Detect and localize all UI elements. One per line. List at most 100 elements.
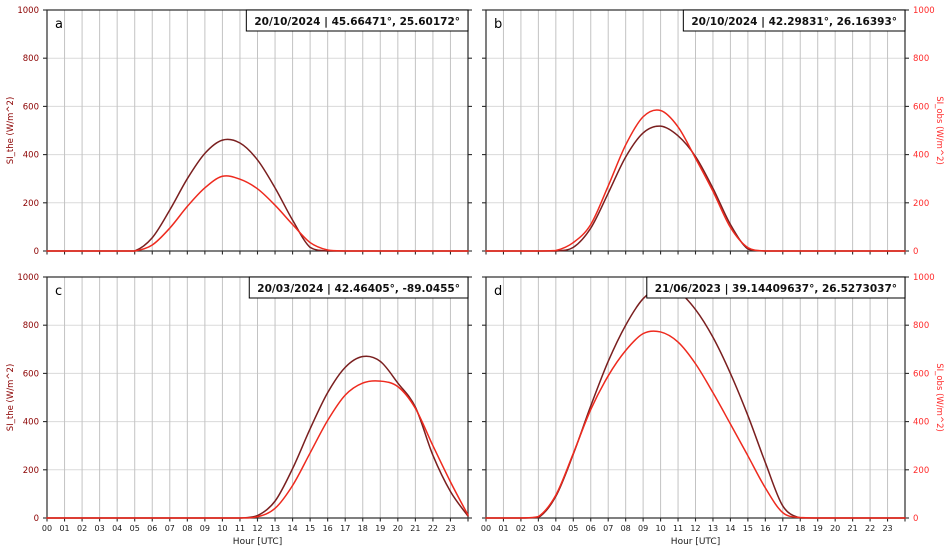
- curve-SI_obs: [485, 109, 906, 252]
- y-tick-label: 600: [913, 369, 929, 379]
- x-tick-label: 17: [340, 524, 350, 533]
- x-axis-label: Hour [UTC]: [233, 537, 282, 547]
- panel-c: 0 200 400 600 800 1000 00 01 02 03 04 05 06 07 08 09 10 1…: [6, 273, 472, 547]
- y-tick-label: 0: [34, 247, 39, 257]
- y-tick-label: 600: [23, 369, 39, 379]
- x-tick-label: 15: [743, 524, 753, 533]
- y-tick-label: 600: [913, 102, 929, 112]
- x-tick-label: 23: [445, 524, 455, 533]
- annotation-text: 20/10/2024 | 45.66471°, 25.60172°: [254, 16, 460, 28]
- x-tick-label: 13: [270, 524, 280, 533]
- x-tick-label: 04: [551, 524, 561, 533]
- curves: [46, 138, 469, 252]
- y-ticks: 0 200 400 600 800 1000: [482, 6, 935, 257]
- x-tick-label: 09: [638, 524, 648, 533]
- x-tick-label: 10: [655, 524, 665, 533]
- x-tick-label: 17: [778, 524, 788, 533]
- vertical-gridlines: [502, 277, 889, 518]
- y-tick-label: 600: [23, 102, 39, 112]
- x-ticks: 00 01 02 03 04 05 06 07 08 09 10 11 12 13 14 15 16 17 18 19…: [481, 518, 906, 533]
- x-tick-label: 06: [147, 524, 157, 533]
- x-tick-label: 11: [673, 524, 683, 533]
- annotation-text: 21/06/2023 | 39.14409637°, 26.5273037°: [655, 283, 897, 295]
- x-tick-label: 08: [182, 524, 192, 533]
- panel-b: 0 200 400 600 800 1000 SI_obs (W/m^2) 20/10/202…: [482, 6, 944, 257]
- x-tick-label: 18: [795, 524, 805, 533]
- x-tick-label: 04: [112, 524, 122, 533]
- curve-SI_obs: [485, 330, 906, 519]
- x-tick-label: 00: [42, 524, 52, 533]
- x-axis-label: Hour [UTC]: [671, 537, 720, 547]
- x-tick-label: 08: [621, 524, 631, 533]
- curves: [46, 355, 469, 519]
- x-tick-label: 20: [393, 524, 403, 533]
- x-tick-label: 23: [882, 524, 892, 533]
- x-tick-label: 22: [428, 524, 438, 533]
- x-tick-label: 01: [59, 524, 69, 533]
- y-tick-label: 400: [913, 418, 929, 428]
- annotation-frame: [245, 9, 469, 32]
- x-ticks: 00 01 02 03 04 05 06 07 08 09 10 11 12 13 14 15 16 17 18 19…: [42, 518, 469, 533]
- annotation-box: 20/10/2024 | 45.66471°, 25.60172°: [245, 9, 469, 32]
- x-tick-label: 05: [568, 524, 578, 533]
- x-tick-label: 16: [760, 524, 770, 533]
- x-tick-label: 22: [865, 524, 875, 533]
- panel-letter: b: [494, 17, 502, 32]
- y-tick-label: 200: [23, 199, 39, 209]
- y-tick-label: 800: [913, 54, 929, 64]
- x-tick-label: 19: [813, 524, 823, 533]
- x-tick-label: 11: [235, 524, 245, 533]
- y-tick-label: 1000: [17, 6, 39, 16]
- x-tick-label: 21: [410, 524, 420, 533]
- x-tick-label: 03: [533, 524, 543, 533]
- x-tick-label: 20: [830, 524, 840, 533]
- panel-letter: c: [55, 284, 62, 299]
- x-tick-label: 15: [305, 524, 315, 533]
- y-tick-label: 800: [23, 321, 39, 331]
- y-tick-label: 800: [913, 321, 929, 331]
- x-tick-label: 09: [200, 524, 210, 533]
- y-tick-label: 400: [913, 151, 929, 161]
- x-tick-label: 13: [708, 524, 718, 533]
- curve-SI_obs: [46, 380, 469, 519]
- annotation-frame: [646, 276, 906, 299]
- y-tick-label: 0: [34, 514, 39, 524]
- panel-d: 0 200 400 600 800 1000 00 01 02 03 04 05 06 07 08 09 10 1…: [481, 273, 944, 547]
- y-ticks: 0 200 400 600 800 1000: [482, 273, 935, 524]
- x-tick-label: 02: [77, 524, 87, 533]
- x-tick-label: 10: [217, 524, 227, 533]
- x-tick-label: 21: [848, 524, 858, 533]
- y-tick-label: 0: [913, 514, 918, 524]
- y-tick-label: 1000: [913, 273, 935, 283]
- x-tick-label: 00: [481, 524, 491, 533]
- vertical-gridlines: [64, 277, 451, 518]
- annotation-box: 20/10/2024 | 42.29831°, 26.16393°: [682, 9, 906, 32]
- panel-letter: a: [55, 17, 63, 32]
- y-tick-label: 400: [23, 151, 39, 161]
- x-tick-label: 01: [498, 524, 508, 533]
- x-tick-label: 12: [252, 524, 262, 533]
- y-tick-label: 1000: [913, 6, 935, 16]
- curves: [485, 109, 906, 252]
- x-tick-label: 06: [586, 524, 596, 533]
- y-axis-label: SI_the (W/m^2): [6, 97, 16, 165]
- y-axis-label: SI_obs (W/m^2): [934, 363, 944, 432]
- x-ticks: [46, 251, 469, 255]
- panel-letter: d: [494, 284, 502, 299]
- annotation-frame: [248, 276, 469, 299]
- y-tick-label: 200: [913, 466, 929, 476]
- annotation-text: 20/03/2024 | 42.46405°, -89.0455°: [257, 283, 460, 295]
- vertical-gridlines: [64, 10, 451, 251]
- y-ticks: 0 200 400 600 800 1000: [17, 6, 472, 257]
- annotation-box: 21/06/2023 | 39.14409637°, 26.5273037°: [646, 276, 906, 299]
- x-tick-label: 05: [130, 524, 140, 533]
- curve-SI_obs: [46, 175, 469, 252]
- x-tick-label: 14: [287, 524, 297, 533]
- x-tick-label: 16: [323, 524, 333, 533]
- x-tick-label: 19: [375, 524, 385, 533]
- x-tick-label: 07: [603, 524, 613, 533]
- annotation-box: 20/03/2024 | 42.46405°, -89.0455°: [248, 276, 469, 299]
- y-tick-label: 400: [23, 418, 39, 428]
